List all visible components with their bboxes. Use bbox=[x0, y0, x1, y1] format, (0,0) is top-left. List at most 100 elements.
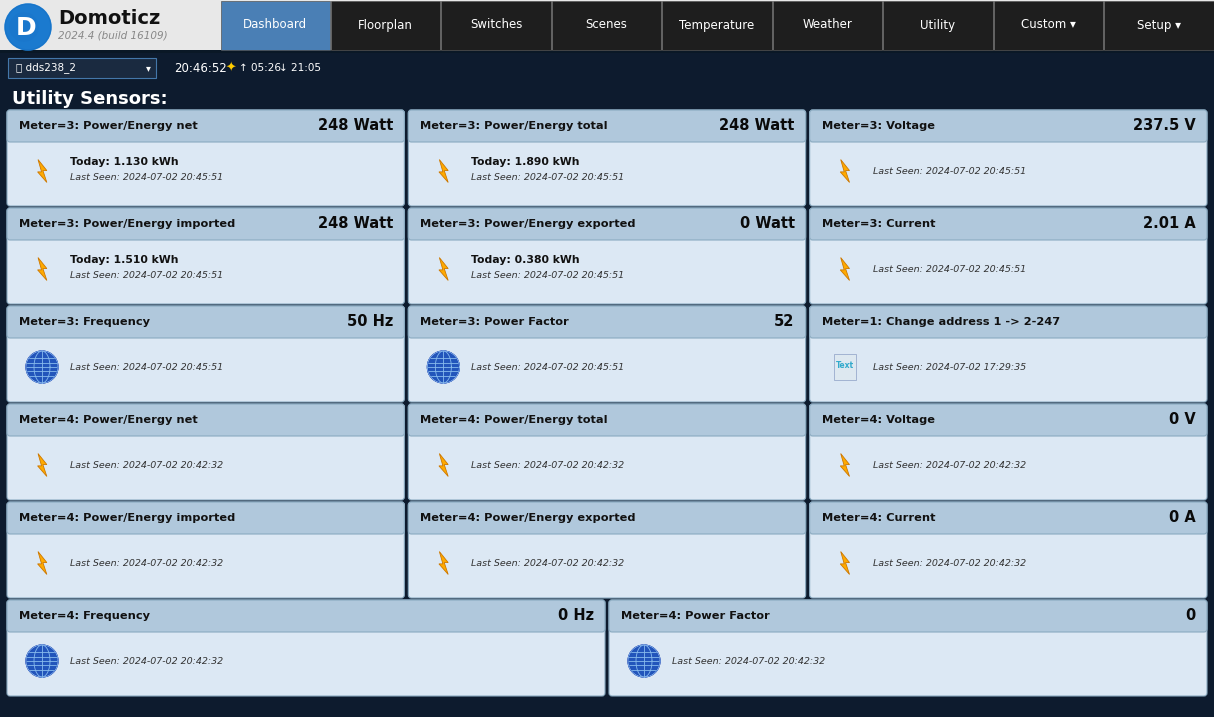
Circle shape bbox=[5, 4, 51, 50]
Bar bbox=[11, 625, 601, 630]
Bar bbox=[412, 407, 802, 433]
FancyBboxPatch shape bbox=[7, 110, 404, 142]
Bar bbox=[10, 407, 402, 433]
FancyBboxPatch shape bbox=[7, 404, 404, 436]
FancyBboxPatch shape bbox=[810, 306, 1207, 338]
Text: 🏠 dds238_2: 🏠 dds238_2 bbox=[16, 62, 76, 73]
Bar bbox=[834, 354, 856, 380]
FancyBboxPatch shape bbox=[7, 110, 404, 206]
Text: Dashboard: Dashboard bbox=[243, 19, 307, 32]
Bar bbox=[813, 429, 1203, 434]
Bar bbox=[11, 527, 401, 532]
Text: Meter=4: Frequency: Meter=4: Frequency bbox=[19, 611, 151, 621]
FancyBboxPatch shape bbox=[408, 306, 806, 402]
Text: Meter=4: Power/Energy imported: Meter=4: Power/Energy imported bbox=[19, 513, 236, 523]
Text: Meter=3: Current: Meter=3: Current bbox=[822, 219, 935, 229]
FancyBboxPatch shape bbox=[408, 502, 806, 534]
Text: Utility Sensors:: Utility Sensors: bbox=[12, 90, 168, 108]
Text: Floorplan: Floorplan bbox=[358, 19, 413, 32]
Bar bbox=[0, 53, 1214, 83]
Text: Domoticz: Domoticz bbox=[58, 9, 160, 27]
Bar bbox=[813, 527, 1203, 532]
Text: 20:46:52: 20:46:52 bbox=[174, 62, 227, 75]
Text: Meter=3: Power/Energy imported: Meter=3: Power/Energy imported bbox=[19, 219, 236, 229]
Text: Meter=4: Power Factor: Meter=4: Power Factor bbox=[622, 611, 770, 621]
Text: Custom ▾: Custom ▾ bbox=[1021, 19, 1076, 32]
Text: ✦: ✦ bbox=[226, 62, 237, 75]
Bar bbox=[993, 1, 1104, 49]
Text: 248 Watt: 248 Watt bbox=[318, 118, 393, 133]
Text: 52: 52 bbox=[775, 315, 795, 330]
Text: Today: 1.890 kWh: Today: 1.890 kWh bbox=[471, 157, 580, 167]
Bar bbox=[0, 0, 1214, 50]
Text: Meter=4: Voltage: Meter=4: Voltage bbox=[822, 415, 935, 425]
Polygon shape bbox=[38, 454, 47, 476]
Bar bbox=[11, 135, 401, 140]
FancyBboxPatch shape bbox=[408, 404, 806, 500]
Text: Last Seen: 2024-07-02 20:42:32: Last Seen: 2024-07-02 20:42:32 bbox=[70, 559, 223, 567]
Polygon shape bbox=[840, 454, 850, 476]
Text: Last Seen: 2024-07-02 20:45:51: Last Seen: 2024-07-02 20:45:51 bbox=[70, 272, 223, 280]
Text: Last Seen: 2024-07-02 20:45:51: Last Seen: 2024-07-02 20:45:51 bbox=[471, 272, 624, 280]
Bar bbox=[552, 1, 662, 49]
Text: Meter=4: Current: Meter=4: Current bbox=[822, 513, 935, 523]
FancyBboxPatch shape bbox=[7, 502, 404, 534]
Bar bbox=[11, 233, 401, 238]
FancyBboxPatch shape bbox=[408, 110, 806, 206]
Bar bbox=[10, 113, 402, 139]
Text: 50 Hz: 50 Hz bbox=[347, 315, 393, 330]
Text: Text: Text bbox=[835, 361, 853, 369]
Text: Meter=3: Power/Energy net: Meter=3: Power/Energy net bbox=[19, 121, 198, 131]
FancyBboxPatch shape bbox=[7, 404, 404, 500]
Text: Last Seen: 2024-07-02 20:45:51: Last Seen: 2024-07-02 20:45:51 bbox=[70, 174, 223, 183]
Text: 0: 0 bbox=[1186, 609, 1196, 624]
Bar bbox=[412, 505, 802, 531]
FancyBboxPatch shape bbox=[408, 502, 806, 598]
Bar bbox=[412, 113, 802, 139]
Polygon shape bbox=[439, 454, 448, 476]
Bar bbox=[413, 135, 801, 140]
Circle shape bbox=[10, 13, 38, 41]
Text: ↓ 21:05: ↓ 21:05 bbox=[279, 63, 320, 73]
Bar bbox=[812, 407, 1204, 433]
Text: Meter=3: Frequency: Meter=3: Frequency bbox=[19, 317, 151, 327]
Bar bbox=[812, 113, 1204, 139]
FancyBboxPatch shape bbox=[810, 306, 1207, 402]
Bar bbox=[813, 233, 1203, 238]
Bar bbox=[11, 331, 401, 336]
Polygon shape bbox=[439, 160, 448, 182]
FancyBboxPatch shape bbox=[609, 600, 1207, 632]
Bar bbox=[812, 309, 1204, 335]
Circle shape bbox=[427, 351, 459, 383]
Bar bbox=[10, 211, 402, 237]
FancyBboxPatch shape bbox=[7, 502, 404, 598]
Bar bbox=[0, 50, 1214, 53]
Polygon shape bbox=[840, 257, 850, 280]
FancyBboxPatch shape bbox=[609, 600, 1207, 696]
Text: 248 Watt: 248 Watt bbox=[719, 118, 795, 133]
Text: Last Seen: 2024-07-02 20:45:51: Last Seen: 2024-07-02 20:45:51 bbox=[70, 363, 223, 371]
Polygon shape bbox=[439, 551, 448, 574]
Text: 237.5 V: 237.5 V bbox=[1133, 118, 1196, 133]
Bar bbox=[773, 1, 883, 49]
Circle shape bbox=[25, 645, 58, 677]
FancyBboxPatch shape bbox=[408, 306, 806, 338]
Bar bbox=[413, 429, 801, 434]
Text: Meter=4: Power/Energy net: Meter=4: Power/Energy net bbox=[19, 415, 198, 425]
Text: Last Seen: 2024-07-02 20:42:32: Last Seen: 2024-07-02 20:42:32 bbox=[873, 460, 1026, 470]
Text: Meter=1: Change address 1 -> 2-247: Meter=1: Change address 1 -> 2-247 bbox=[822, 317, 1060, 327]
Bar bbox=[8, 58, 157, 78]
FancyBboxPatch shape bbox=[408, 208, 806, 240]
Bar bbox=[221, 1, 330, 49]
Bar bbox=[813, 135, 1203, 140]
Text: Last Seen: 2024-07-02 20:42:32: Last Seen: 2024-07-02 20:42:32 bbox=[471, 559, 624, 567]
Text: Last Seen: 2024-07-02 20:45:51: Last Seen: 2024-07-02 20:45:51 bbox=[471, 363, 624, 371]
Text: Switches: Switches bbox=[470, 19, 522, 32]
Bar bbox=[883, 1, 993, 49]
Text: Last Seen: 2024-07-02 20:45:51: Last Seen: 2024-07-02 20:45:51 bbox=[471, 174, 624, 183]
Text: 2.01 A: 2.01 A bbox=[1144, 217, 1196, 232]
Circle shape bbox=[25, 351, 58, 383]
Text: Scenes: Scenes bbox=[585, 19, 628, 32]
FancyBboxPatch shape bbox=[810, 404, 1207, 436]
Text: Utility: Utility bbox=[920, 19, 955, 32]
